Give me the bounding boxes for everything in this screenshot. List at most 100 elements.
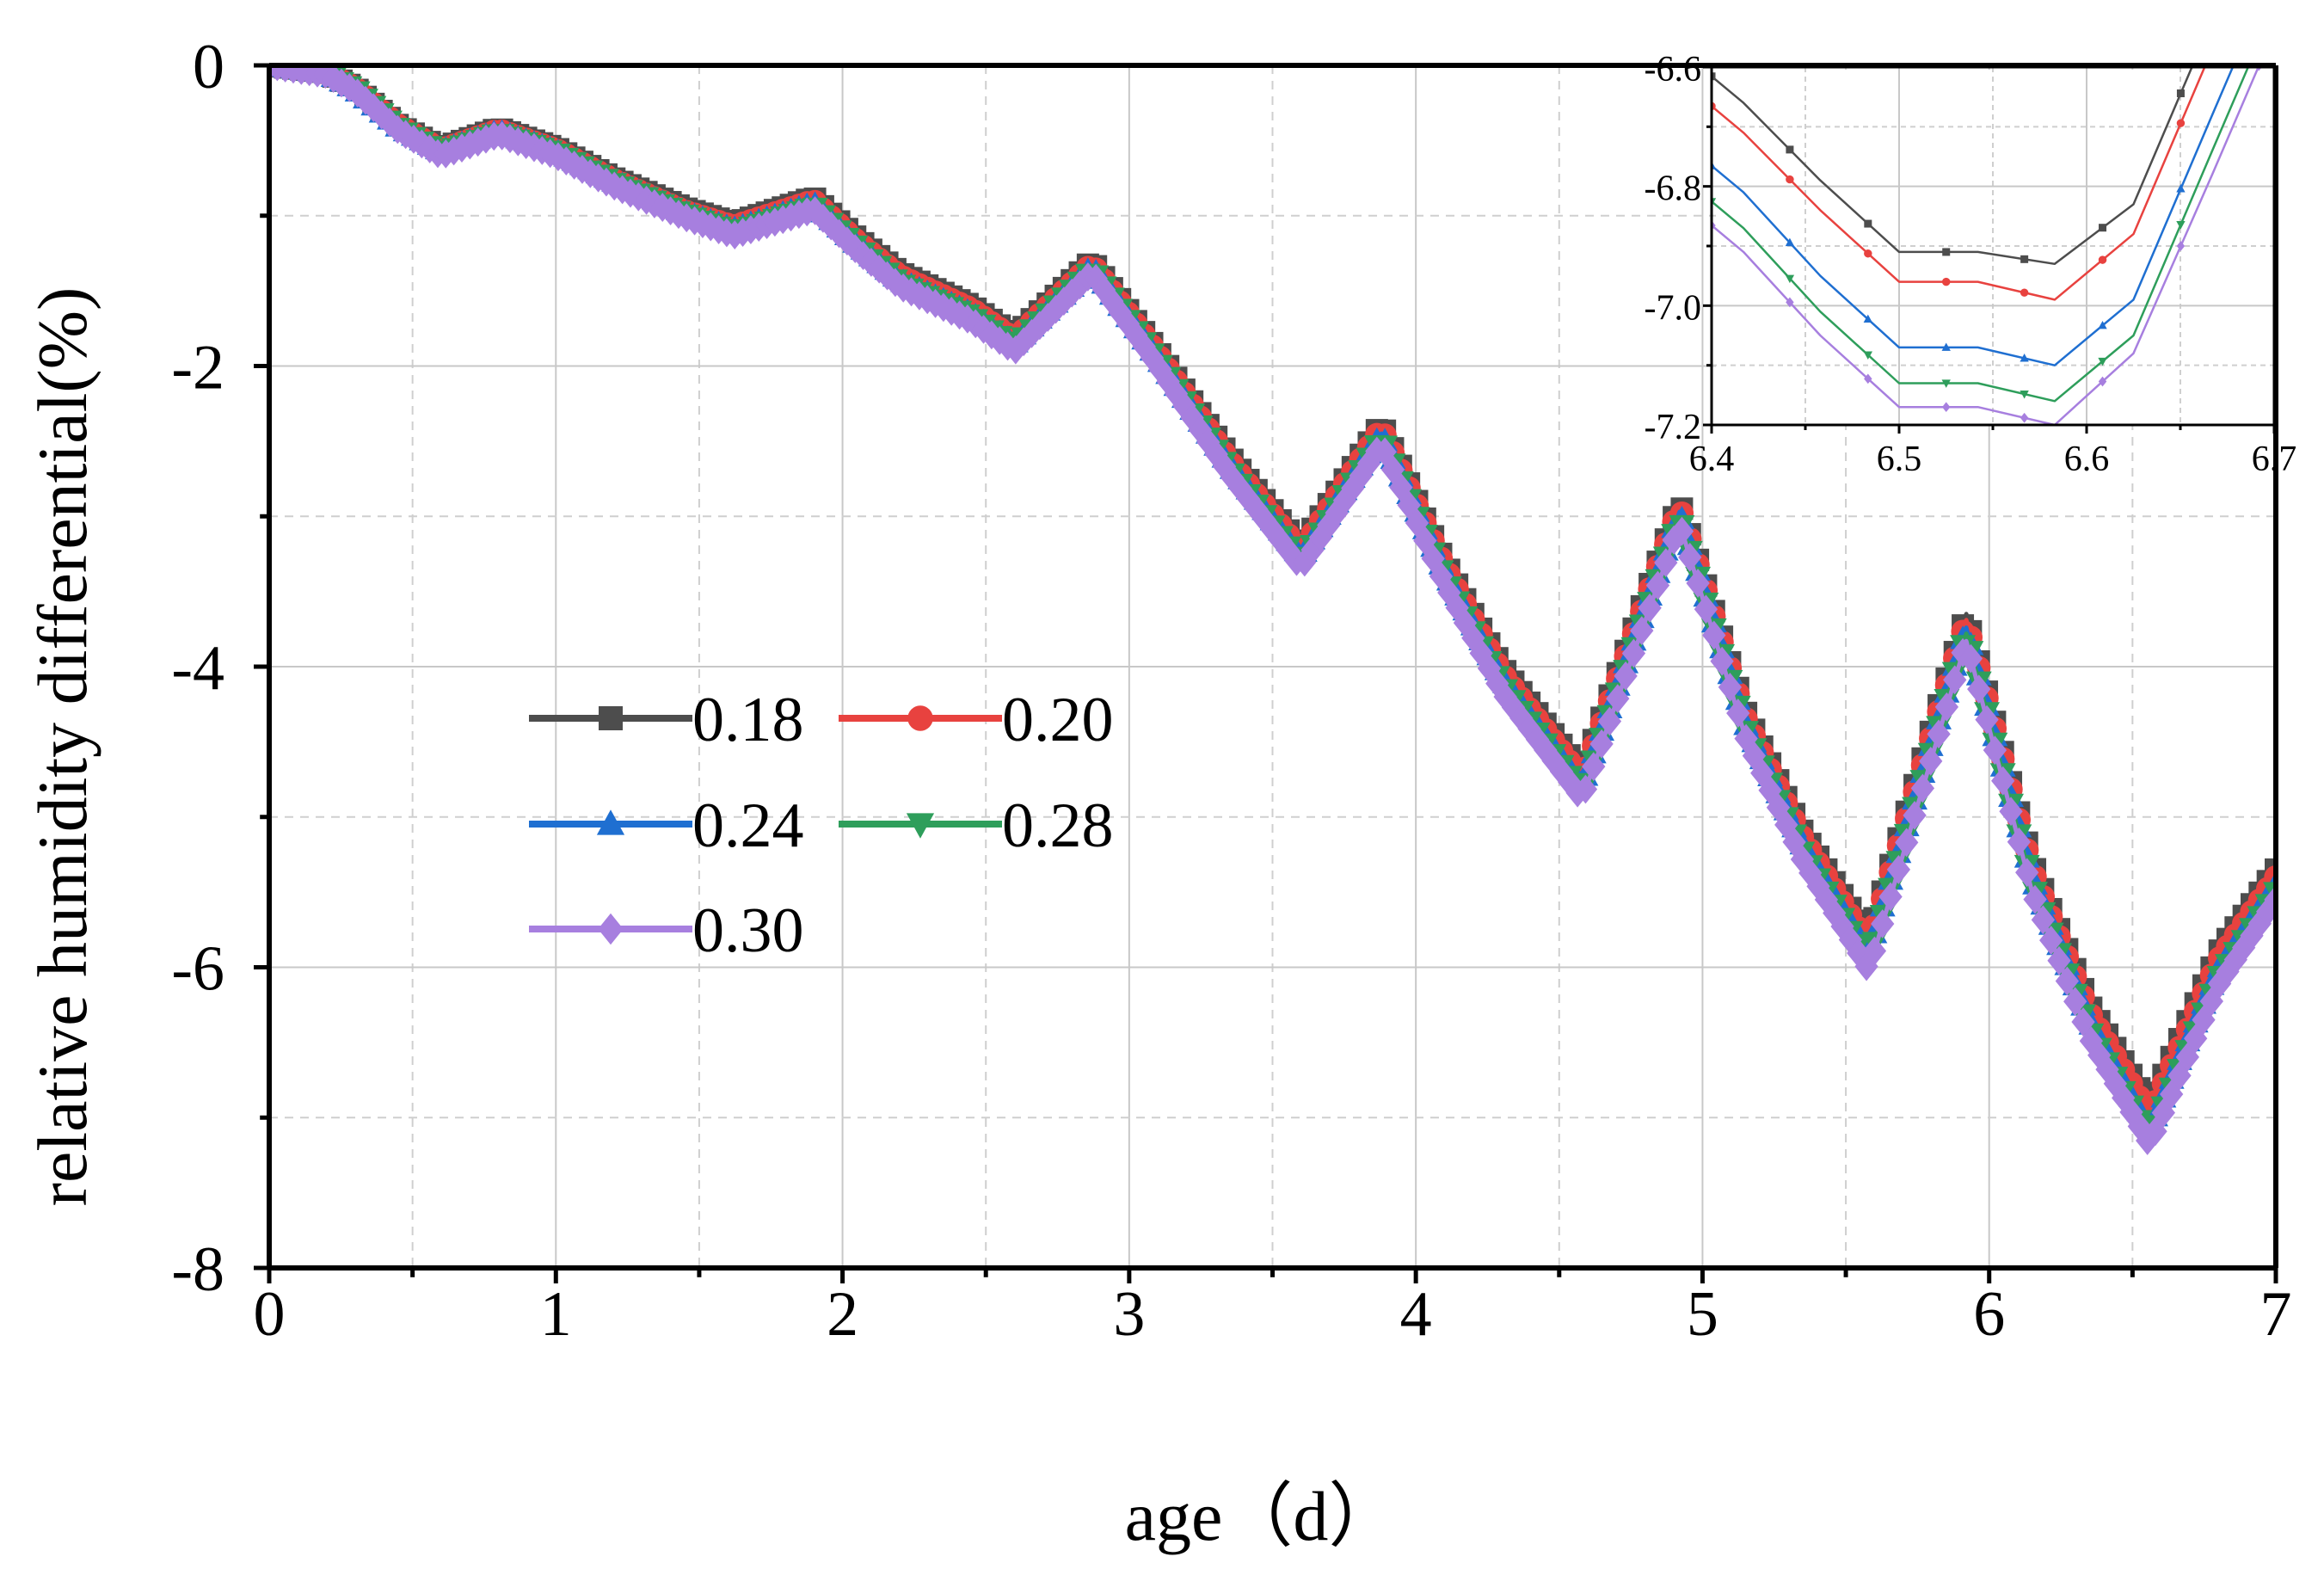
- legend-label: 0.24: [692, 791, 804, 861]
- main-point-0.30: [1614, 661, 1638, 691]
- inset-point-0.28: [2098, 357, 2107, 366]
- main-point-0.30: [2023, 884, 2047, 914]
- main-point-0.30: [1606, 684, 1630, 714]
- legend-label: 0.28: [1002, 791, 1114, 861]
- main-point-0.30: [2055, 966, 2080, 996]
- inset-point-0.24: [1941, 342, 1951, 351]
- main-point-0.30: [337, 72, 361, 102]
- main-point-0.30: [1573, 774, 1598, 804]
- main-point-0.30: [1943, 665, 1967, 695]
- main-point-0.30: [1654, 548, 1678, 578]
- main-point-0.30: [1172, 391, 1196, 421]
- main-point-0.30: [2136, 1126, 2160, 1155]
- main-point-0.30: [2160, 1080, 2184, 1109]
- main-point-0.30: [1124, 320, 1148, 350]
- main-point-0.30: [1934, 692, 1959, 722]
- legend-label: 0.30: [692, 895, 804, 966]
- main-series-layer: [269, 65, 2276, 1155]
- main-point-0.30: [1927, 719, 1951, 749]
- main-y-tick-label: -4: [171, 633, 224, 704]
- main-point-0.30: [1742, 741, 1767, 771]
- legend-label: 0.18: [692, 685, 804, 755]
- main-point-0.30: [1886, 855, 1911, 884]
- inset-point-0.30: [1941, 402, 1951, 413]
- inset-series-line-0.20: [1712, 67, 2206, 301]
- inset-point-0.18: [2099, 224, 2107, 232]
- main-point-0.30: [2216, 957, 2240, 987]
- legend-marker: [907, 705, 933, 731]
- inset-point-0.24: [2254, 2, 2263, 9]
- main-point-0.30: [1621, 638, 1646, 668]
- main-point-0.30: [2039, 926, 2063, 955]
- main-point-0.30: [1662, 525, 1686, 555]
- legend: 0.18 0.20 0.24 0.28 0.30: [529, 685, 1114, 966]
- main-point-0.30: [987, 326, 1011, 355]
- main-point-0.30: [1164, 378, 1189, 409]
- main-point-0.30: [2119, 1097, 2143, 1127]
- main-point-0.30: [1341, 473, 1365, 503]
- main-point-0.30: [1541, 746, 1565, 776]
- main-point-0.30: [1910, 773, 1935, 803]
- main-point-0.30: [2063, 987, 2087, 1017]
- main-point-0.30: [1991, 766, 2015, 796]
- inset-y-tick-label: -6.8: [1645, 169, 1702, 209]
- inset-point-0.30: [2176, 241, 2186, 251]
- inset-series-0.20: [1712, 67, 2206, 301]
- inset-point-0.30: [1864, 373, 1872, 385]
- main-point-0.30: [1638, 593, 1662, 623]
- main-y-tick-label: 0: [193, 32, 224, 102]
- main-point-0.30: [1903, 800, 1927, 830]
- main-point-0.30: [1437, 578, 1461, 607]
- main-point-0.30: [1823, 898, 1847, 928]
- legend-marker: [906, 813, 935, 839]
- main-point-0.30: [1958, 643, 1983, 674]
- inset-point-0.28: [2176, 220, 2186, 230]
- inset-point-0.28: [2020, 390, 2029, 399]
- main-x-tick-label: 6: [1973, 1279, 2005, 1350]
- legend-label: 0.20: [1002, 685, 1114, 755]
- main-point-0.30: [1276, 536, 1300, 566]
- main-point-0.30: [1630, 616, 1654, 646]
- main-point-0.30: [1999, 797, 2023, 827]
- main-point-0.30: [1501, 692, 1526, 723]
- main-y-tick-label: -2: [171, 333, 224, 403]
- main-point-0.30: [1293, 547, 1317, 577]
- main-y-tick-label: -6: [171, 934, 224, 1005]
- inset-point-0.20: [2020, 288, 2029, 297]
- legend-item-0.28: 0.28: [839, 791, 1114, 861]
- main-point-0.30: [1228, 473, 1252, 503]
- main-point-0.30: [1413, 526, 1437, 556]
- main-point-0.30: [2175, 1042, 2199, 1072]
- inset-point-0.20: [1786, 175, 1794, 184]
- inset-point-0.18: [1786, 145, 1794, 154]
- main-point-0.30: [1469, 638, 1493, 668]
- main-point-0.30: [2071, 1007, 2095, 1037]
- main-point-0.30: [1421, 544, 1445, 574]
- main-point-0.30: [1597, 706, 1622, 736]
- main-series-clip-group: [269, 65, 2276, 1155]
- inset-point-0.24: [1785, 237, 1795, 247]
- main-point-0.30: [1806, 871, 1830, 901]
- main-point-0.30: [867, 254, 891, 284]
- main-point-0.30: [2112, 1083, 2136, 1113]
- main-point-0.30: [2127, 1111, 2152, 1141]
- inset-background: [1716, 70, 2275, 426]
- inset-point-0.18: [1864, 219, 1872, 228]
- inset-series-layer: [1712, 2, 2263, 425]
- legend-item-0.24: 0.24: [529, 791, 804, 861]
- main-point-0.30: [1645, 570, 1670, 600]
- inset-y-tick-label: -6.6: [1645, 50, 1702, 89]
- inset-x-tick-label: 6.4: [1689, 440, 1735, 479]
- main-point-0.30: [2208, 969, 2232, 999]
- inset-x-tick-label: 6.7: [2252, 440, 2297, 479]
- inset-x-tick-label: 6.5: [1877, 440, 1922, 479]
- main-x-tick-label: 5: [1687, 1279, 1718, 1350]
- main-point-0.30: [2240, 920, 2264, 951]
- main-x-tick-label: 2: [827, 1279, 858, 1350]
- inset-series-line-0.24: [1712, 67, 2235, 366]
- main-point-0.30: [1702, 620, 1726, 650]
- main-point-0.30: [1108, 298, 1132, 328]
- main-point-0.30: [1300, 535, 1325, 565]
- main-x-tick-label: 7: [2260, 1279, 2292, 1350]
- main-point-0.30: [1477, 654, 1502, 683]
